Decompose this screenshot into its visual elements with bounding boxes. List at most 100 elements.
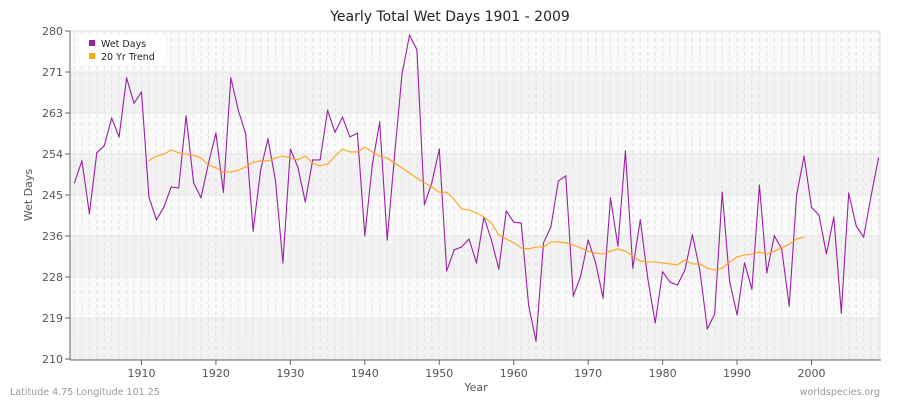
wet-days-point <box>148 196 150 198</box>
trend-point <box>163 153 165 155</box>
trend-point <box>319 165 321 167</box>
wet-days-point <box>743 262 746 264</box>
wet-days-point <box>200 197 202 199</box>
wet-days-point <box>639 219 641 221</box>
trend-point <box>639 260 641 262</box>
trend-point <box>781 247 783 249</box>
trend-point <box>207 164 210 166</box>
wet-days-point <box>215 132 217 134</box>
trend-point <box>408 172 411 174</box>
trend-point <box>222 171 224 173</box>
wet-days-point <box>460 246 463 248</box>
wet-days-point <box>297 166 299 168</box>
trend-point <box>341 148 344 150</box>
wet-days-point <box>111 117 113 119</box>
y-tick-label: 219 <box>42 312 63 325</box>
wet-days-point <box>840 312 842 314</box>
wet-days-point <box>334 131 336 133</box>
trend-point <box>371 151 373 153</box>
wet-days-point <box>632 267 634 269</box>
wet-days-point <box>877 157 880 159</box>
wet-days-point <box>825 253 827 255</box>
trend-point <box>230 171 232 173</box>
wet-days-point <box>379 121 381 123</box>
wet-days-point <box>766 272 768 274</box>
legend-label-trend: 20 Yr Trend <box>101 52 155 63</box>
series-layer <box>73 34 880 342</box>
trend-point <box>192 154 195 156</box>
wet-days-point <box>498 268 500 270</box>
y-tick-label: 228 <box>42 271 63 284</box>
wet-days-point <box>304 201 306 203</box>
trend-point <box>401 167 403 169</box>
wet-days-point <box>855 225 857 227</box>
trend-point <box>304 155 306 157</box>
wet-days-point <box>96 152 98 154</box>
trend-point <box>721 267 723 269</box>
wet-days-point <box>140 91 143 93</box>
trend-point <box>148 160 150 162</box>
wet-days-point <box>341 116 344 118</box>
wet-days-point <box>468 238 470 240</box>
trend-point <box>528 248 530 250</box>
wet-days-point <box>73 182 76 184</box>
trend-point <box>550 241 552 243</box>
horizontal-gridlines <box>70 30 881 360</box>
wet-days-point <box>386 239 388 241</box>
trend-point <box>542 246 545 248</box>
trend-point <box>215 167 217 169</box>
wet-days-point <box>721 191 723 193</box>
wet-days-point <box>230 77 232 79</box>
wet-days-point <box>624 150 626 152</box>
wet-days-point <box>125 77 128 79</box>
trend-point <box>416 177 418 179</box>
wet-days-point <box>259 169 262 171</box>
trend-point <box>498 234 500 236</box>
wet-days-point <box>371 164 373 166</box>
wet-days-point <box>222 191 224 193</box>
wet-days-point <box>505 210 507 212</box>
wet-days-point <box>274 180 277 182</box>
trend-point <box>617 248 619 250</box>
x-ticks: 1910 1920 1930 1940 1950 1960 1970 1980 1990 2000 <box>127 360 826 380</box>
trend-point <box>803 236 805 238</box>
wet-days-point <box>393 154 396 156</box>
trend-point <box>453 198 455 200</box>
trend-point <box>438 191 440 193</box>
wet-days-point <box>669 281 671 283</box>
y-axis-label: Wet Days <box>22 169 35 222</box>
x-tick-label: 1940 <box>351 367 379 380</box>
trend-point <box>185 153 187 155</box>
trend-point <box>587 250 589 252</box>
trend-point <box>662 262 664 264</box>
x-tick-label: 1980 <box>649 367 677 380</box>
trend-point <box>788 243 790 245</box>
trend-point <box>743 254 746 256</box>
trend-point <box>602 253 604 255</box>
wet-days-point <box>356 132 358 134</box>
trend-point <box>676 264 679 266</box>
wet-days-point <box>736 314 738 316</box>
wet-days-point <box>714 313 716 315</box>
wet-days-point <box>863 236 865 238</box>
trend-point <box>364 146 366 148</box>
wet-days-point <box>848 192 850 194</box>
y-tick-label: 210 <box>42 353 63 366</box>
wet-days-point <box>178 187 180 189</box>
wet-days-point <box>312 159 314 161</box>
trend-point <box>624 250 626 252</box>
chart-title: Yearly Total Wet Days 1901 - 2009 <box>329 9 570 25</box>
trend-point <box>468 209 470 211</box>
trend-point <box>289 157 291 159</box>
x-axis-label: Year <box>463 381 488 394</box>
wet-days-point <box>818 214 820 216</box>
trend-point <box>758 251 760 253</box>
trend-point <box>431 186 433 188</box>
trend-point <box>580 247 582 249</box>
wet-days-point <box>595 262 597 264</box>
trend-point <box>267 160 269 162</box>
y-tick-label: 245 <box>42 189 63 202</box>
trend-point <box>669 263 671 265</box>
trend-point <box>155 155 157 157</box>
trend-point <box>490 222 492 224</box>
